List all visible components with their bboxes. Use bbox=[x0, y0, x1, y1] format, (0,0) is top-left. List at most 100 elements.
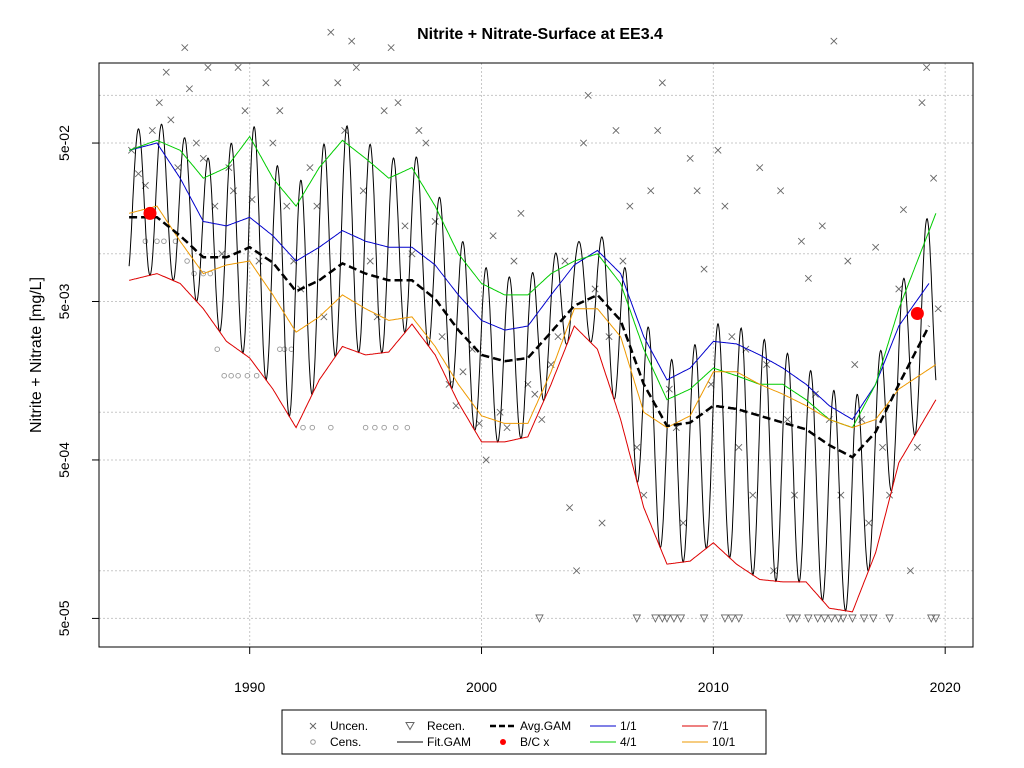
x-tick-label: 2000 bbox=[466, 679, 497, 695]
recensored-point bbox=[669, 614, 679, 623]
uncensored-point bbox=[348, 37, 356, 45]
uncensored-point bbox=[255, 257, 263, 265]
recensored-point bbox=[813, 614, 822, 623]
uncensored-point bbox=[352, 63, 360, 71]
recensored-point bbox=[848, 614, 857, 623]
uncensored-point bbox=[640, 491, 648, 499]
legend-item: 1/1 bbox=[590, 719, 637, 733]
recensored-point bbox=[662, 614, 672, 623]
uncensored-point bbox=[865, 519, 873, 527]
legend-item: B/C x bbox=[500, 735, 549, 749]
series-line-10-1 bbox=[128, 205, 937, 429]
legend-label: Recen. bbox=[427, 719, 465, 733]
censored-point bbox=[300, 424, 306, 431]
uncensored-point bbox=[269, 139, 277, 147]
series-line-4-1 bbox=[128, 135, 937, 429]
uncensored-point bbox=[735, 443, 743, 451]
uncensored-point bbox=[313, 202, 321, 210]
recensored-point bbox=[931, 614, 941, 623]
uncensored-point bbox=[422, 139, 430, 147]
uncensored-point bbox=[797, 237, 805, 245]
uncensored-point bbox=[475, 419, 483, 427]
recensored-point bbox=[827, 614, 836, 623]
bc-point bbox=[910, 306, 924, 320]
uncensored-point bbox=[283, 202, 291, 210]
uncensored-point bbox=[341, 126, 349, 135]
legend-item: 4/1 bbox=[590, 735, 637, 749]
uncensored-point bbox=[359, 187, 367, 195]
uncensored-point bbox=[496, 408, 504, 416]
uncensored-point bbox=[162, 68, 170, 76]
uncensored-point bbox=[913, 443, 921, 451]
censored-point bbox=[142, 238, 149, 245]
uncensored-point bbox=[844, 257, 852, 265]
uncensored-point bbox=[192, 139, 200, 147]
legend-box bbox=[281, 709, 767, 755]
chart-title: Nitrite + Nitrate-Surface at EE3.4 bbox=[417, 26, 663, 43]
uncensored-point bbox=[155, 99, 163, 107]
uncensored-point bbox=[489, 232, 497, 240]
uncensored-point bbox=[899, 206, 907, 214]
uncensored-point bbox=[366, 257, 374, 265]
uncensored-point bbox=[401, 222, 409, 230]
uncensored-point bbox=[665, 385, 673, 393]
uncensored-point bbox=[591, 285, 599, 293]
uncensored-point bbox=[837, 491, 845, 499]
legend-item: Fit.GAM bbox=[397, 735, 471, 749]
uncensored-point bbox=[538, 415, 546, 424]
uncensored-point bbox=[598, 519, 606, 527]
x-tick-label: 2010 bbox=[698, 679, 729, 695]
uncensored-point bbox=[918, 99, 926, 107]
x-axis: 1990 2000 2010 2020 bbox=[234, 647, 961, 695]
recensored-point bbox=[792, 614, 802, 623]
series-line-1-1 bbox=[128, 142, 930, 421]
uncensored-point bbox=[241, 107, 249, 115]
legend-symbol bbox=[310, 739, 316, 745]
censored-point bbox=[221, 372, 227, 379]
uncensored-point bbox=[707, 380, 715, 388]
bc-points bbox=[143, 206, 924, 320]
recensored-point bbox=[676, 614, 686, 623]
legend-item: Avg.GAM bbox=[490, 719, 571, 733]
uncensored-point bbox=[804, 274, 812, 282]
uncensored-point bbox=[554, 333, 562, 341]
uncensored-point bbox=[174, 164, 182, 172]
uncensored-point bbox=[482, 456, 490, 464]
uncensored-point bbox=[934, 305, 942, 313]
uncensored-point bbox=[218, 250, 226, 258]
legend-label: Avg.GAM bbox=[520, 719, 571, 733]
legend-label: B/C x bbox=[520, 735, 549, 749]
series-line-avg-gam bbox=[129, 216, 931, 459]
censored-point bbox=[161, 238, 167, 245]
uncensored-point bbox=[756, 164, 764, 172]
uncensored-point bbox=[721, 202, 729, 210]
recensored-point bbox=[859, 614, 869, 623]
observations bbox=[127, 28, 942, 623]
recensored-point bbox=[869, 614, 878, 623]
legend-item: 7/1 bbox=[682, 719, 729, 733]
censored-point bbox=[362, 424, 369, 431]
uncensored-point bbox=[334, 79, 342, 87]
uncensored-point bbox=[626, 202, 634, 210]
legend-item: Uncen. bbox=[309, 719, 368, 733]
recensored-point bbox=[535, 614, 544, 623]
uncensored-point bbox=[167, 116, 175, 124]
censored-point bbox=[154, 238, 160, 245]
legend-label: Cens. bbox=[330, 735, 361, 749]
legend-label: 4/1 bbox=[620, 735, 637, 749]
uncensored-point bbox=[930, 174, 938, 182]
uncensored-point bbox=[199, 154, 207, 162]
censored-point bbox=[184, 258, 190, 264]
legend-item: Recen. bbox=[405, 719, 465, 733]
recensored-point bbox=[838, 614, 848, 623]
recensored-point bbox=[658, 614, 667, 623]
recensored-point bbox=[699, 614, 709, 623]
censored-point bbox=[200, 270, 207, 277]
recensored-point bbox=[885, 614, 894, 623]
recensored-point bbox=[804, 614, 813, 623]
uncensored-point bbox=[728, 333, 736, 341]
uncensored-point bbox=[185, 85, 193, 93]
recensored-point bbox=[651, 614, 660, 623]
uncensored-point bbox=[784, 415, 792, 424]
uncensored-point bbox=[686, 154, 694, 162]
